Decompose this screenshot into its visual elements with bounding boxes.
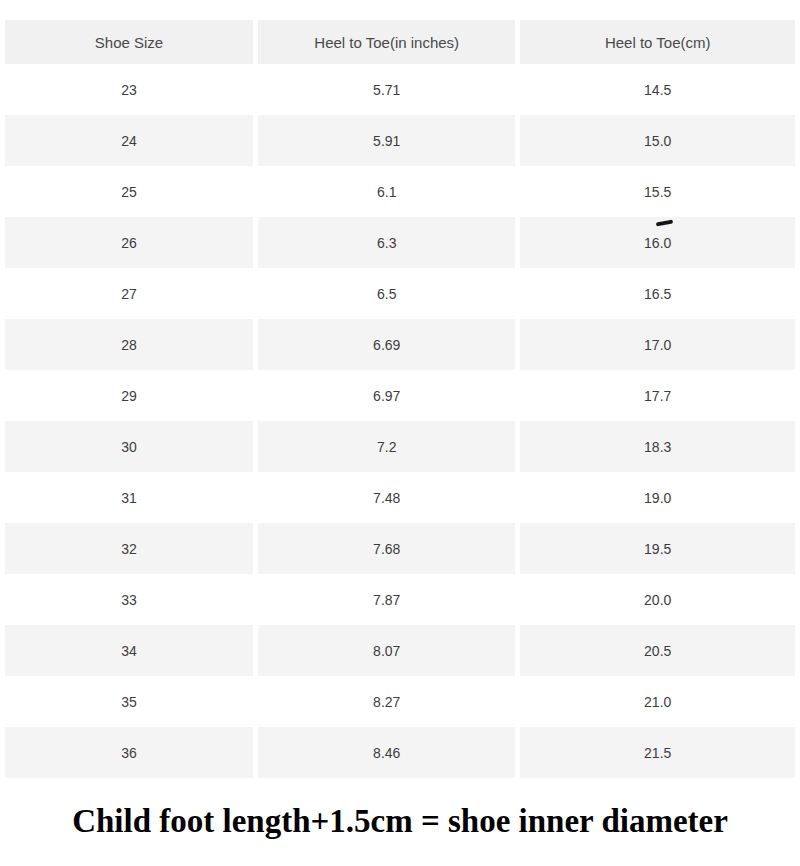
table-cell: 23 — [5, 64, 253, 115]
table-cell: 20.0 — [520, 574, 795, 625]
header-row: Shoe Size Heel to Toe(in inches) Heel to… — [5, 20, 795, 64]
table-body: 235.7114.5245.9115.0256.115.5266.316.027… — [5, 64, 795, 778]
table-cell: 14.5 — [520, 64, 795, 115]
table-cell: 5.71 — [258, 64, 515, 115]
table-header: Shoe Size Heel to Toe(in inches) Heel to… — [5, 20, 795, 64]
table-row: 276.516.5 — [5, 268, 795, 319]
table-row: 256.115.5 — [5, 166, 795, 217]
size-chart-page: Shoe Size Heel to Toe(in inches) Heel to… — [0, 20, 800, 866]
table-cell: 8.46 — [258, 727, 515, 778]
table-cell: 33 — [5, 574, 253, 625]
table-cell: 34 — [5, 625, 253, 676]
table-cell: 17.0 — [520, 319, 795, 370]
table-cell: 28 — [5, 319, 253, 370]
table-row: 337.8720.0 — [5, 574, 795, 625]
table-row: 266.316.0 — [5, 217, 795, 268]
table-cell: 29 — [5, 370, 253, 421]
table-cell: 32 — [5, 523, 253, 574]
table-row: 317.4819.0 — [5, 472, 795, 523]
table-cell: 6.69 — [258, 319, 515, 370]
table-cell: 30 — [5, 421, 253, 472]
table-row: 307.218.3 — [5, 421, 795, 472]
table-cell: 7.48 — [258, 472, 515, 523]
table-cell: 18.3 — [520, 421, 795, 472]
table-row: 235.7114.5 — [5, 64, 795, 115]
table-cell: 36 — [5, 727, 253, 778]
table-row: 348.0720.5 — [5, 625, 795, 676]
column-header-heel-to-toe-cm: Heel to Toe(cm) — [520, 20, 795, 64]
table-row: 368.4621.5 — [5, 727, 795, 778]
table-row: 358.2721.0 — [5, 676, 795, 727]
table-cell: 20.5 — [520, 625, 795, 676]
table-cell: 8.27 — [258, 676, 515, 727]
table-cell: 6.1 — [258, 166, 515, 217]
table-cell: 6.3 — [258, 217, 515, 268]
table-row: 296.9717.7 — [5, 370, 795, 421]
table-cell: 7.2 — [258, 421, 515, 472]
size-table: Shoe Size Heel to Toe(in inches) Heel to… — [0, 20, 800, 778]
table-cell: 25 — [5, 166, 253, 217]
table-cell: 15.5 — [520, 166, 795, 217]
table-row: 286.6917.0 — [5, 319, 795, 370]
table-cell: 19.5 — [520, 523, 795, 574]
table-cell: 21.0 — [520, 676, 795, 727]
table-cell: 5.91 — [258, 115, 515, 166]
table-cell: 27 — [5, 268, 253, 319]
table-cell: 19.0 — [520, 472, 795, 523]
table-row: 245.9115.0 — [5, 115, 795, 166]
footer-note: Child foot length+1.5cm = shoe inner dia… — [0, 803, 800, 839]
table-cell: 17.7 — [520, 370, 795, 421]
table-cell: 6.97 — [258, 370, 515, 421]
table-cell: 16.5 — [520, 268, 795, 319]
column-header-shoe-size: Shoe Size — [5, 20, 253, 64]
table-cell: 31 — [5, 472, 253, 523]
table-row: 327.6819.5 — [5, 523, 795, 574]
table-cell: 8.07 — [258, 625, 515, 676]
table-cell: 6.5 — [258, 268, 515, 319]
table-cell: 26 — [5, 217, 253, 268]
table-cell: 7.68 — [258, 523, 515, 574]
table-cell: 15.0 — [520, 115, 795, 166]
table-cell: 24 — [5, 115, 253, 166]
table-cell: 21.5 — [520, 727, 795, 778]
table-cell: 7.87 — [258, 574, 515, 625]
column-header-heel-to-toe-inches: Heel to Toe(in inches) — [258, 20, 515, 64]
table-cell: 35 — [5, 676, 253, 727]
